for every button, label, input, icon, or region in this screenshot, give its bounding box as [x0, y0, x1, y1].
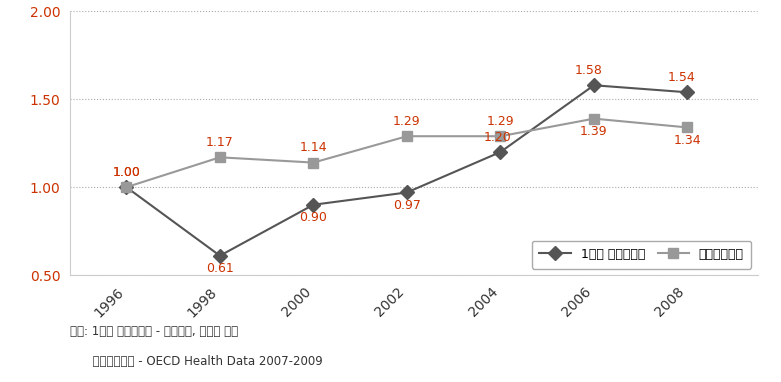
Text: 1.14: 1.14	[300, 141, 327, 154]
Text: 0.97: 0.97	[393, 199, 421, 212]
Legend: 1인당 국민총소득, 공공지원비율: 1인당 국민총소득, 공공지원비율	[532, 241, 751, 269]
Text: 1.29: 1.29	[393, 115, 421, 128]
Text: 0.90: 0.90	[299, 211, 327, 224]
Text: 공공지원비율 - OECD Health Data 2007-2009: 공공지원비율 - OECD Health Data 2007-2009	[70, 355, 323, 368]
Text: 1.00: 1.00	[112, 166, 141, 179]
Text: 1.00: 1.00	[112, 166, 141, 179]
Text: 1.39: 1.39	[580, 125, 608, 138]
Text: 1.54: 1.54	[668, 71, 696, 84]
Text: 자료: 1인당 국민총소득 - 국민계정, 통계청 자료: 자료: 1인당 국민총소득 - 국민계정, 통계청 자료	[70, 325, 238, 338]
Text: 1.29: 1.29	[487, 115, 514, 128]
Text: 1.58: 1.58	[575, 64, 602, 77]
Text: 0.61: 0.61	[206, 262, 234, 275]
Text: 1.34: 1.34	[674, 134, 701, 147]
Text: 1.17: 1.17	[206, 136, 234, 149]
Text: 1.20: 1.20	[483, 131, 512, 144]
